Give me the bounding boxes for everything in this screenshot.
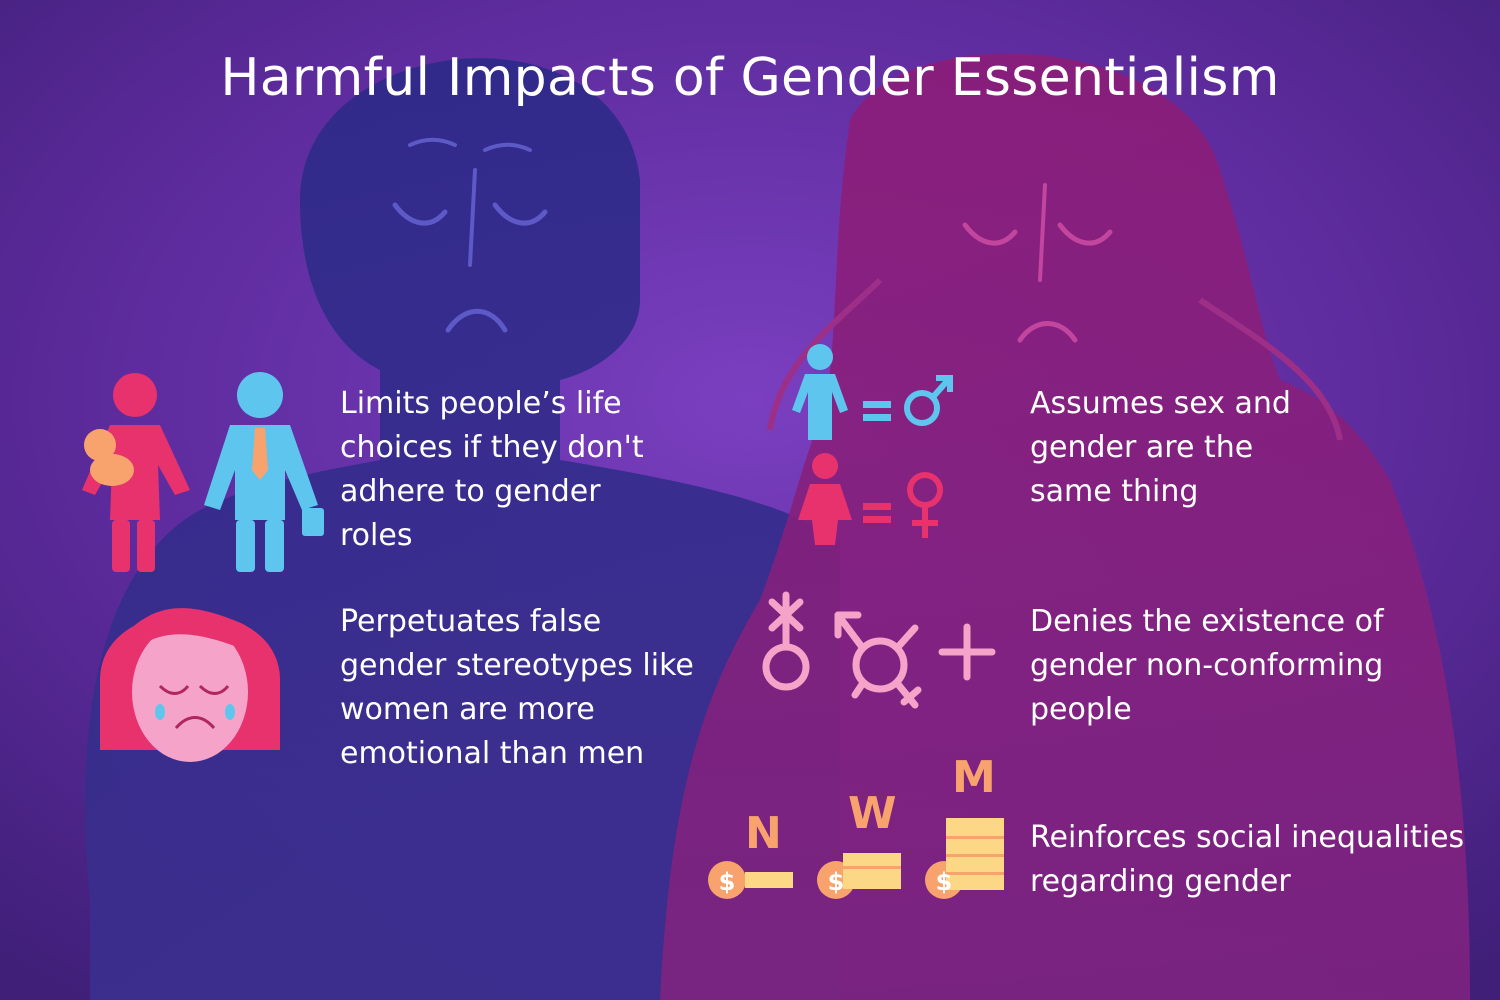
svg-text:$: $ [828,868,845,896]
woman-silhouette [660,53,1470,1000]
girl-equals-female-icon [798,453,943,545]
transgender-symbol-icon [834,611,922,709]
wage-label-nonbinary: N [745,808,782,859]
svg-text:$: $ [719,868,736,896]
mother-with-baby-icon [82,373,190,572]
wage-gap-icon: $ $ $ [708,818,1004,899]
impact-text-inequalities: Reinforces social inequalities regarding… [1030,820,1465,899]
plus-icon [938,623,996,681]
gender-nonconforming-symbols-icon [762,591,996,709]
man-silhouette [84,58,841,1000]
wage-label-men: M [952,752,996,803]
asterisk-gender-icon [762,591,810,691]
wage-label-women: W [848,788,897,839]
dollar-coin-icon [708,861,746,899]
equals-sign [863,401,891,408]
crying-woman-icon [100,608,280,762]
impact-text-life-choices: Limits people’s life choices if they don… [340,386,644,553]
impact-text-stereotypes: Perpetuates false gender stereotypes lik… [340,604,694,771]
boy-equals-male-icon [792,344,953,440]
page-title: Harmful Impacts of Gender Essentialism [220,48,1280,108]
female-symbol-icon [907,472,943,538]
businessman-icon [204,372,324,572]
svg-text:$: $ [936,868,953,896]
impact-text-non-conforming: Denies the existence of gender non-confo… [1030,604,1384,727]
impact-text-sex-gender: Assumes sex and gender are the same thin… [1030,386,1291,509]
male-symbol-icon [904,375,953,426]
